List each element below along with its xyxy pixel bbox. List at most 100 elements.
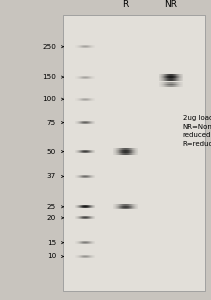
Bar — [81, 175, 82, 178]
Bar — [82, 255, 83, 258]
Bar — [163, 84, 164, 85]
Bar — [130, 206, 131, 208]
Bar — [135, 150, 136, 153]
Bar — [77, 217, 78, 218]
Bar — [85, 45, 86, 48]
Bar — [86, 216, 87, 219]
Bar — [83, 151, 84, 152]
Bar — [93, 205, 94, 208]
Bar — [121, 206, 122, 208]
Bar — [93, 217, 94, 218]
Bar — [166, 76, 167, 79]
Bar — [86, 46, 87, 47]
Bar — [89, 76, 90, 78]
Bar — [81, 150, 82, 153]
Bar — [94, 205, 95, 208]
Bar — [82, 216, 83, 219]
Text: NR: NR — [164, 0, 177, 9]
Bar — [87, 46, 88, 47]
Text: R: R — [122, 0, 129, 9]
Bar — [81, 45, 82, 48]
Bar — [168, 74, 169, 81]
Bar — [178, 74, 179, 81]
Bar — [170, 76, 171, 79]
Bar — [94, 122, 95, 123]
Bar — [88, 242, 89, 243]
Bar — [81, 255, 82, 258]
Bar — [78, 151, 79, 152]
Bar — [178, 76, 179, 79]
Bar — [171, 84, 172, 85]
Bar — [80, 76, 81, 79]
Bar — [75, 242, 76, 243]
Bar — [94, 45, 95, 48]
Bar — [167, 76, 168, 79]
Bar — [134, 204, 135, 209]
Bar — [179, 76, 180, 79]
Bar — [167, 82, 168, 87]
Bar — [172, 82, 173, 87]
Bar — [76, 175, 77, 178]
Bar — [94, 150, 95, 153]
Bar — [120, 150, 121, 153]
Bar — [93, 176, 94, 177]
Bar — [165, 76, 166, 79]
Bar — [83, 98, 84, 101]
Bar — [133, 148, 134, 155]
Bar — [172, 84, 173, 85]
Bar — [116, 204, 117, 209]
Bar — [84, 176, 85, 177]
Bar — [76, 121, 77, 124]
Bar — [87, 151, 88, 152]
Bar — [171, 82, 172, 87]
Bar — [84, 76, 85, 78]
Bar — [92, 150, 93, 153]
Bar — [86, 99, 87, 100]
Bar — [90, 122, 91, 123]
Bar — [82, 242, 83, 243]
Bar — [91, 175, 92, 178]
Bar — [76, 241, 77, 244]
Bar — [81, 76, 82, 79]
Bar — [161, 84, 162, 85]
Bar — [79, 205, 80, 208]
Bar — [83, 76, 84, 79]
Bar — [89, 76, 90, 79]
Bar — [82, 151, 83, 152]
Bar — [125, 206, 126, 208]
Bar — [118, 206, 119, 208]
Bar — [130, 148, 131, 155]
Bar — [130, 150, 131, 153]
Bar — [116, 148, 117, 155]
Bar — [77, 242, 78, 243]
Bar — [132, 204, 133, 209]
Bar — [78, 242, 79, 243]
Bar — [89, 175, 90, 178]
Bar — [86, 241, 87, 244]
Bar — [159, 82, 160, 87]
Bar — [126, 150, 127, 153]
Bar — [82, 99, 83, 100]
Bar — [117, 204, 118, 209]
Bar — [132, 148, 133, 155]
Bar — [94, 255, 95, 258]
Bar — [182, 76, 183, 79]
Bar — [80, 99, 81, 100]
Bar — [85, 76, 86, 79]
Bar — [94, 151, 95, 152]
Bar — [169, 76, 170, 79]
Bar — [94, 121, 95, 124]
Bar — [119, 204, 120, 209]
Bar — [79, 98, 80, 101]
Bar — [161, 82, 162, 87]
Bar — [159, 84, 160, 85]
Bar — [79, 46, 80, 47]
Bar — [85, 151, 86, 152]
Bar — [78, 175, 79, 178]
Bar — [83, 206, 84, 207]
Bar — [83, 216, 84, 219]
Bar — [124, 150, 125, 153]
Bar — [91, 216, 92, 219]
Bar — [84, 206, 85, 207]
Bar — [86, 206, 87, 207]
